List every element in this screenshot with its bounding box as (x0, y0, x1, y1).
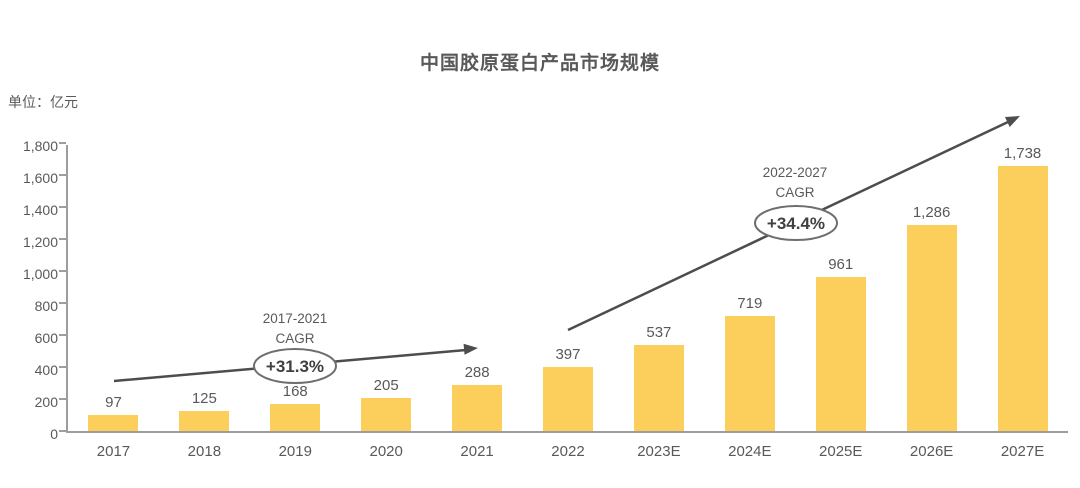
bar-column-2026E: 1,286 2026E (886, 145, 977, 460)
bar-2026E (906, 225, 957, 431)
bar-value-label: 397 (555, 346, 581, 364)
y-tick-mark (59, 334, 66, 336)
x-tick-label-2019: 2019 (278, 443, 312, 460)
y-tick-mark (59, 174, 66, 176)
bar-value-label: 168 (282, 383, 308, 401)
bar-2021 (452, 384, 503, 431)
bar-column-2018: 125 2018 (159, 145, 250, 460)
bar-2027E (997, 166, 1048, 431)
bar-column-2020: 205 2020 (341, 145, 432, 460)
x-tick-label-2027E: 2027E (1000, 443, 1045, 460)
bar-value-label: 205 (373, 377, 399, 395)
bar-column-2027E: 1,738 2027E (977, 145, 1068, 460)
bar-2017 (88, 415, 139, 431)
bar-value-label: 1,286 (912, 204, 951, 222)
y-tick-label: 1,800 (22, 138, 58, 154)
x-tick-label-2023E: 2023E (637, 443, 681, 460)
bar-value-label: 537 (646, 324, 672, 342)
bar-column-2021: 288 2021 (432, 145, 523, 460)
y-tick-label: 800 (34, 298, 58, 314)
bar-column-2024E: 719 2024E (704, 145, 795, 460)
bar-column-2017: 97 2017 (68, 145, 159, 460)
bar-2022 (542, 367, 593, 431)
bar-columns: 97 2017 125 2018 168 2019 205 2020 288 2021 397 202… (68, 145, 1068, 460)
y-tick-label: 600 (34, 330, 58, 346)
chart-title: 中国胶原蛋白产品市场规模 (419, 53, 660, 74)
bar-value-label: 719 (737, 294, 763, 312)
y-tick-mark (59, 206, 66, 208)
bar-column-2019: 168 2019 (250, 145, 341, 460)
y-tick-label: 1,000 (22, 266, 58, 282)
y-tick-label: 1,200 (22, 234, 58, 250)
bar-column-2025E: 961 2025E (795, 145, 886, 460)
plot-area: 97 2017 125 2018 168 2019 205 2020 288 2021 397 202… (59, 142, 1068, 460)
y-tick-label: 200 (34, 394, 58, 410)
bar-2020 (361, 398, 412, 431)
y-tick-mark (59, 398, 66, 400)
y-tick-label: 400 (34, 362, 58, 378)
y-tick-label: 1,400 (22, 202, 58, 218)
y-tick-mark (59, 142, 66, 144)
x-tick-label-2021: 2021 (460, 443, 494, 460)
y-tick-mark (59, 302, 66, 304)
unit-label: 单位：亿元 (8, 94, 78, 110)
bar-value-label: 125 (191, 390, 217, 407)
x-tick-label-2020: 2020 (369, 443, 403, 460)
bar-value-label: 288 (464, 363, 490, 381)
y-axis: 0 200 400 600 800 1,000 1,200 1,400 1,600 1,800 (0, 138, 58, 442)
x-tick-label-2026E: 2026E (909, 443, 954, 460)
y-tick-mark (59, 366, 66, 368)
bar-2023E (633, 345, 684, 431)
bar-2024E (724, 315, 775, 431)
y-tick-mark (59, 270, 66, 272)
y-tick-mark (59, 238, 66, 240)
x-tick-label-2022: 2022 (551, 443, 585, 460)
y-tick-mark (59, 430, 66, 432)
x-tick-label-2017: 2017 (96, 443, 131, 460)
bar-2019 (270, 404, 321, 431)
y-tick-label: 1,600 (22, 170, 58, 186)
bar-2025E (815, 277, 866, 431)
x-tick-label-2025E: 2025E (819, 443, 863, 460)
y-tick-label: 0 (50, 426, 58, 442)
bar-value-label: 1,738 (1003, 145, 1042, 162)
x-tick-label-2024E: 2024E (728, 443, 772, 460)
bar-2018 (179, 411, 230, 431)
x-tick-label-2018: 2018 (187, 443, 222, 460)
growth-arrow-2-head (1004, 116, 1020, 127)
bar-column-2023E: 537 2023E (613, 145, 704, 460)
bar-value-label: 97 (105, 394, 122, 412)
bar-value-label: 961 (828, 256, 854, 274)
bar-column-2022: 397 2022 (523, 145, 614, 460)
